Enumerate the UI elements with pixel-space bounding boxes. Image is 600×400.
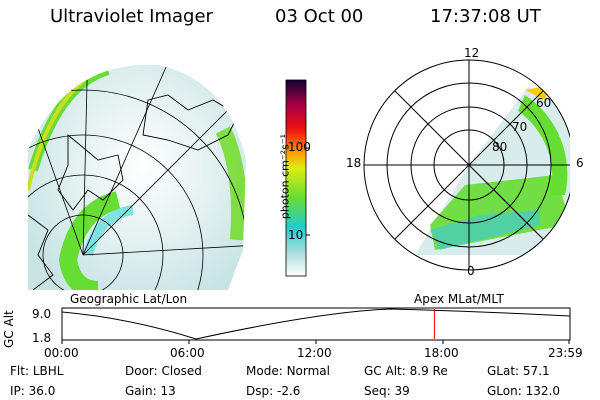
timeline-xtick-0000: 00:00 — [44, 346, 79, 360]
mlt-label-0: 0 — [467, 264, 475, 278]
status-seq: Seq: 39 — [364, 384, 410, 398]
mlt-label-12: 12 — [464, 46, 480, 60]
geographic-caption: Geographic Lat/Lon — [70, 292, 188, 306]
timeline-axis-label: GC Alt — [2, 310, 16, 348]
mlat-label-80: 80 — [492, 140, 508, 154]
timeline-xtick-0600: 06:00 — [170, 346, 205, 360]
status-dsp: Dsp: -2.6 — [246, 384, 301, 398]
colorbar-tick-10: 10 — [288, 228, 304, 242]
geographic-map — [28, 64, 246, 290]
status-gc-alt: GC Alt: 8.9 Re — [364, 364, 448, 378]
status-flt: Flt: LBHL — [10, 364, 64, 378]
status-glat: GLat: 57.1 — [487, 364, 550, 378]
status-door: Door: Closed — [125, 364, 202, 378]
timeline-xtick-1800: 18:00 — [424, 346, 459, 360]
apex-polar-plot — [363, 59, 570, 271]
mlt-label-6: 6 — [576, 156, 584, 170]
date-label: 03 Oct 00 — [275, 6, 364, 27]
status-mode: Mode: Normal — [246, 364, 330, 378]
mlat-label-60: 60 — [536, 96, 552, 110]
timeline-xtick-2359: 23:59 — [548, 346, 583, 360]
altitude-timeline — [61, 307, 571, 344]
timeline-ytick-low: 1.8 — [32, 331, 52, 345]
status-ip: IP: 36.0 — [10, 384, 56, 398]
colorbar-tick-100: 100 — [288, 140, 311, 154]
timeline-ytick-high: 9.0 — [32, 307, 52, 321]
apex-caption: Apex MLat/MLT — [414, 292, 504, 306]
colorbar — [285, 79, 310, 277]
timeline-xtick-1200: 12:00 — [297, 346, 332, 360]
app-title: Ultraviolet Imager — [50, 6, 213, 27]
mlat-label-70: 70 — [512, 120, 528, 134]
mlt-label-18: 18 — [346, 156, 362, 170]
status-gain: Gain: 13 — [125, 384, 176, 398]
time-label: 17:37:08 UT — [430, 6, 541, 27]
colorbar-unit-label: photon cm⁻²s⁻¹ — [278, 133, 292, 220]
status-glon: GLon: 132.0 — [487, 384, 560, 398]
